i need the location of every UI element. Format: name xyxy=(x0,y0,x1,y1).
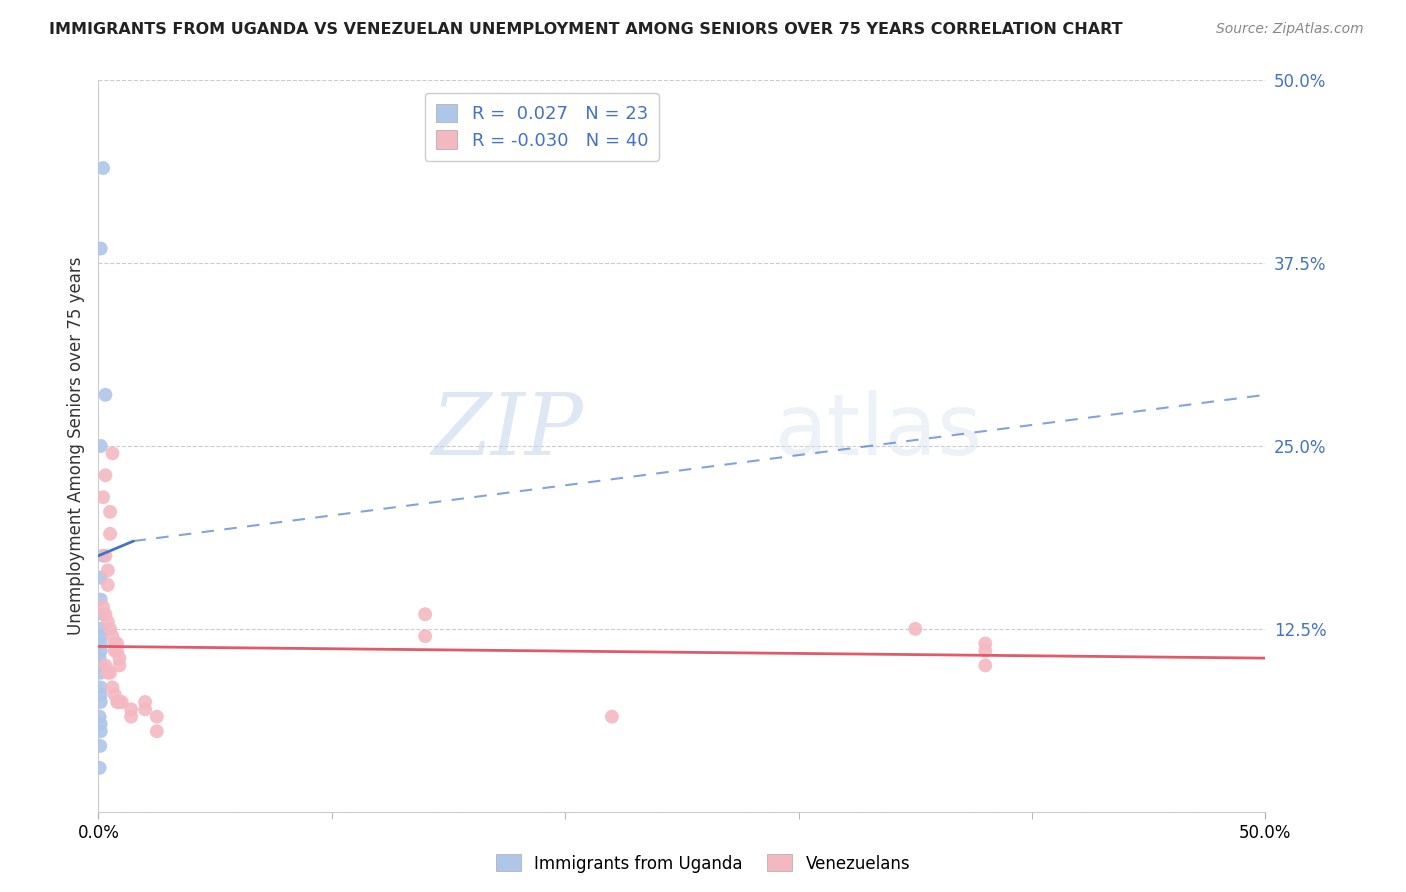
Point xyxy=(101,629,124,643)
Point xyxy=(90,724,112,739)
Point xyxy=(94,468,117,483)
Point xyxy=(90,658,112,673)
Point xyxy=(101,446,124,460)
Point xyxy=(97,563,120,577)
Point xyxy=(97,615,120,629)
Point xyxy=(90,571,112,585)
Point xyxy=(89,709,111,723)
Point xyxy=(94,549,117,563)
Point xyxy=(974,636,997,650)
Point xyxy=(89,739,111,753)
Point xyxy=(120,702,142,716)
Point xyxy=(97,578,120,592)
Point xyxy=(974,644,997,658)
Point xyxy=(91,490,114,504)
Point xyxy=(413,607,436,622)
Point xyxy=(91,607,114,622)
Text: ZIP: ZIP xyxy=(430,390,582,473)
Point xyxy=(90,717,112,731)
Point xyxy=(98,526,121,541)
Point xyxy=(904,622,927,636)
Point xyxy=(90,636,112,650)
Point xyxy=(90,439,112,453)
Point xyxy=(974,658,997,673)
Legend: Immigrants from Uganda, Venezuelans: Immigrants from Uganda, Venezuelans xyxy=(489,847,917,880)
Point xyxy=(90,644,112,658)
Point xyxy=(90,622,112,636)
Point xyxy=(134,702,156,716)
Point xyxy=(94,388,117,402)
Text: Source: ZipAtlas.com: Source: ZipAtlas.com xyxy=(1216,22,1364,37)
Text: atlas: atlas xyxy=(775,390,983,473)
Point xyxy=(94,658,117,673)
Point xyxy=(146,724,169,739)
Y-axis label: Unemployment Among Seniors over 75 years: Unemployment Among Seniors over 75 years xyxy=(66,257,84,635)
Point xyxy=(105,636,128,650)
Text: IMMIGRANTS FROM UGANDA VS VENEZUELAN UNEMPLOYMENT AMONG SENIORS OVER 75 YEARS CO: IMMIGRANTS FROM UGANDA VS VENEZUELAN UNE… xyxy=(49,22,1123,37)
Point xyxy=(89,761,111,775)
Point xyxy=(98,622,121,636)
Point xyxy=(600,709,623,723)
Point xyxy=(104,688,127,702)
Point xyxy=(94,607,117,622)
Point xyxy=(90,665,112,680)
Point xyxy=(90,242,112,256)
Point xyxy=(108,658,131,673)
Point xyxy=(146,709,169,723)
Point xyxy=(90,629,112,643)
Point xyxy=(90,681,112,695)
Point xyxy=(105,644,128,658)
Point xyxy=(104,636,127,650)
Point xyxy=(90,695,112,709)
Point xyxy=(105,695,128,709)
Point xyxy=(98,665,121,680)
Point xyxy=(89,651,111,665)
Point xyxy=(101,681,124,695)
Legend: R =  0.027   N = 23, R = -0.030   N = 40: R = 0.027 N = 23, R = -0.030 N = 40 xyxy=(425,93,659,161)
Point xyxy=(120,709,142,723)
Point xyxy=(91,161,114,175)
Point xyxy=(104,644,127,658)
Point xyxy=(98,505,121,519)
Point xyxy=(111,695,134,709)
Point xyxy=(413,629,436,643)
Point xyxy=(108,651,131,665)
Point xyxy=(91,549,114,563)
Point xyxy=(108,695,131,709)
Point xyxy=(97,665,120,680)
Point xyxy=(91,599,114,614)
Point xyxy=(90,592,112,607)
Point xyxy=(134,695,156,709)
Point xyxy=(90,688,112,702)
